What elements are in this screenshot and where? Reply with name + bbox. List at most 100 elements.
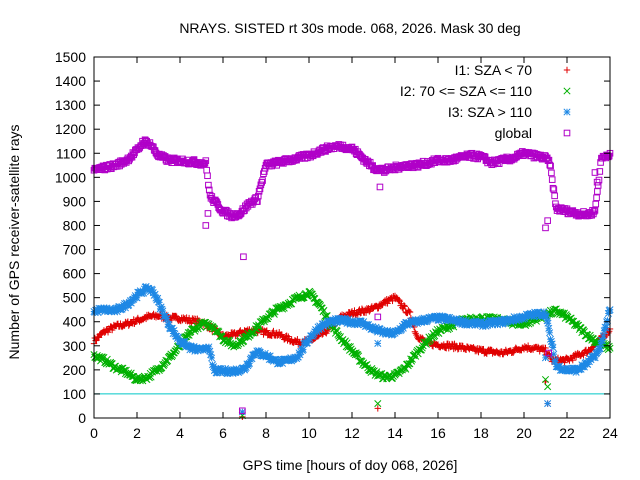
outlier-point (374, 400, 382, 408)
data-point (593, 194, 600, 202)
legend-label: global (495, 125, 532, 141)
data-point (346, 343, 354, 351)
data-point (203, 166, 210, 174)
legend-marker (563, 129, 571, 137)
data-point (406, 308, 414, 316)
data-point (125, 322, 132, 329)
outlier-point (374, 405, 381, 412)
outlier-point (374, 339, 382, 347)
y-tick-label: 400 (63, 314, 87, 330)
legend-marker (563, 108, 571, 116)
x-tick-label: 6 (219, 425, 227, 441)
data-point (411, 328, 419, 335)
plot-area (90, 136, 614, 420)
x-tick-label: 22 (559, 425, 575, 441)
data-point (95, 334, 103, 341)
series-1 (90, 287, 614, 420)
y-tick-label: 300 (63, 338, 87, 354)
y-tick-label: 1100 (56, 145, 86, 161)
outlier-point (202, 222, 210, 229)
data-point (454, 346, 462, 353)
data-point (545, 324, 553, 332)
outlier-point (376, 183, 384, 191)
x-tick-label: 14 (387, 425, 403, 441)
data-point (592, 200, 600, 208)
series-2 (90, 282, 614, 416)
outlier-point (544, 400, 552, 408)
data-point (580, 352, 587, 359)
y-tick-label: 100 (63, 386, 87, 402)
data-point (388, 374, 397, 382)
data-point (401, 303, 409, 310)
data-point (270, 327, 277, 335)
data-point (234, 342, 242, 350)
data-point (264, 315, 272, 323)
outlier-point (240, 253, 247, 261)
y-tick-label: 0 (78, 410, 86, 426)
legend-marker (563, 66, 571, 74)
data-point (546, 329, 554, 337)
x-tick-label: 0 (90, 425, 98, 441)
x-axis-label: GPS time [hours of doy 068, 2026] (243, 457, 458, 473)
data-point (294, 336, 301, 343)
outlier-point (374, 313, 382, 321)
data-point (235, 340, 243, 348)
data-point (595, 176, 603, 184)
data-point (262, 328, 270, 335)
y-tick-label: 1200 (55, 121, 86, 137)
y-tick-label: 1000 (55, 169, 86, 185)
y-tick-label: 1500 (55, 49, 86, 65)
x-tick-label: 8 (262, 425, 270, 441)
x-tick-label: 12 (344, 425, 360, 441)
y-tick-label: 900 (63, 193, 87, 209)
data-point (602, 324, 610, 332)
data-point (551, 192, 558, 200)
data-point (185, 331, 193, 339)
data-point (308, 290, 316, 298)
y-tick-label: 1400 (55, 73, 86, 89)
y-tick-label: 700 (63, 242, 87, 258)
data-point (579, 326, 588, 334)
data-point (208, 354, 216, 362)
outlier-point (204, 210, 212, 217)
y-tick-label: 500 (63, 290, 87, 306)
x-tick-label: 16 (430, 425, 446, 441)
data-point (594, 188, 601, 195)
legend-label: I1: SZA < 70 (455, 62, 533, 78)
x-tick-label: 18 (473, 425, 489, 441)
data-point (405, 308, 413, 315)
legend-marker (563, 87, 571, 95)
data-point (129, 372, 137, 380)
data-point (548, 176, 556, 183)
data-point (191, 327, 199, 335)
data-point (172, 312, 180, 320)
y-tick-label: 600 (63, 266, 87, 282)
data-point (548, 169, 555, 177)
outlier-point (544, 217, 551, 224)
data-point (287, 300, 295, 308)
legend: I1: SZA < 70 I2: 70 <= SZA <= 110 I3: SZA … (400, 62, 571, 141)
legend-label: I3: SZA > 110 (448, 104, 532, 120)
plot-frame (93, 56, 611, 419)
outlier-point (238, 408, 246, 416)
series-3 (90, 136, 614, 415)
data-point (135, 375, 144, 383)
data-point (205, 343, 213, 351)
data-point (204, 172, 211, 180)
data-point (510, 349, 517, 356)
outlier-point (544, 383, 552, 391)
data-point (400, 302, 408, 309)
chart-title: NRAYS. SISTED rt 30s mode. 068, 2026. Ma… (179, 20, 520, 36)
y-tick-label: 1300 (55, 97, 86, 113)
data-point (263, 327, 271, 334)
x-tick-label: 4 (176, 425, 184, 441)
data-point (362, 309, 370, 316)
data-point (569, 356, 576, 364)
y-axis-label: Number of GPS receiver-satellite rays (6, 125, 22, 360)
data-point (366, 308, 373, 315)
data-point (440, 341, 447, 348)
data-point (407, 357, 416, 365)
data-point (541, 348, 548, 355)
x-tick-label: 24 (602, 425, 618, 441)
